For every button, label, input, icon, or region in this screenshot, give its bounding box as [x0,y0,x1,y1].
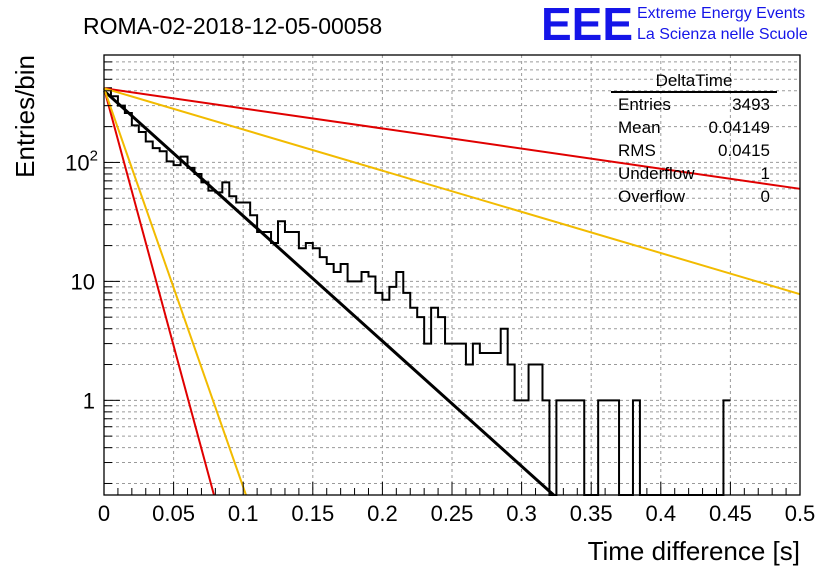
grid [104,54,800,495]
stats-overflow-label: Overflow [618,187,686,206]
stats-mean-value: 0.04149 [709,118,770,137]
stats-underflow-value: 1 [761,164,770,183]
stats-rms-value: 0.0415 [718,141,770,160]
x-tick-label: 0.3 [506,501,537,526]
series-line [103,87,801,296]
fit-lines [102,87,801,497]
stats-box: DeltaTime Entries 3493 Mean 0.04149 RMS … [611,71,777,206]
stats-entries-value: 3493 [732,95,770,114]
x-tick-label: 0.4 [646,501,677,526]
y-tick-label: 102 [65,147,98,175]
logo-line-2: La Scienza nelle Scuole [637,26,808,43]
x-tick-label: 0.2 [367,501,398,526]
y-tick-label: 10 [71,269,95,294]
axis-ticks: 0 0.05 0.1 0.15 0.2 0.25 0.3 0.35 0.4 0.45 0.51101… [65,54,816,526]
logo-line-1: Extreme Energy Events [637,5,805,22]
stats-rms-label: RMS [618,141,656,160]
chart-title: ROMA-02-2018-12-05-00058 [83,13,382,39]
eee-logo: EEE [541,0,633,50]
stats-title: DeltaTime [656,71,733,90]
y-tick-label: 1 [83,388,95,413]
series-line [103,87,801,190]
series-line [102,89,555,497]
x-tick-label: 0.5 [785,501,816,526]
y-axis-label: Entries/bin [10,55,40,178]
x-tick-label: 0 [98,501,110,526]
x-tick-label: 0.05 [152,501,195,526]
series-line [103,87,247,496]
x-axis-label: Time difference [s] [588,536,800,566]
x-tick-label: 0.35 [570,501,613,526]
stats-mean-label: Mean [618,118,661,137]
x-tick-label: 0.45 [709,501,752,526]
series-line [103,88,215,496]
stats-entries-label: Entries [618,95,671,114]
x-tick-label: 0.15 [291,501,334,526]
x-tick-label: 0.25 [431,501,474,526]
x-tick-label: 0.1 [228,501,259,526]
stats-overflow-value: 0 [761,187,770,206]
stats-underflow-label: Underflow [618,164,695,183]
